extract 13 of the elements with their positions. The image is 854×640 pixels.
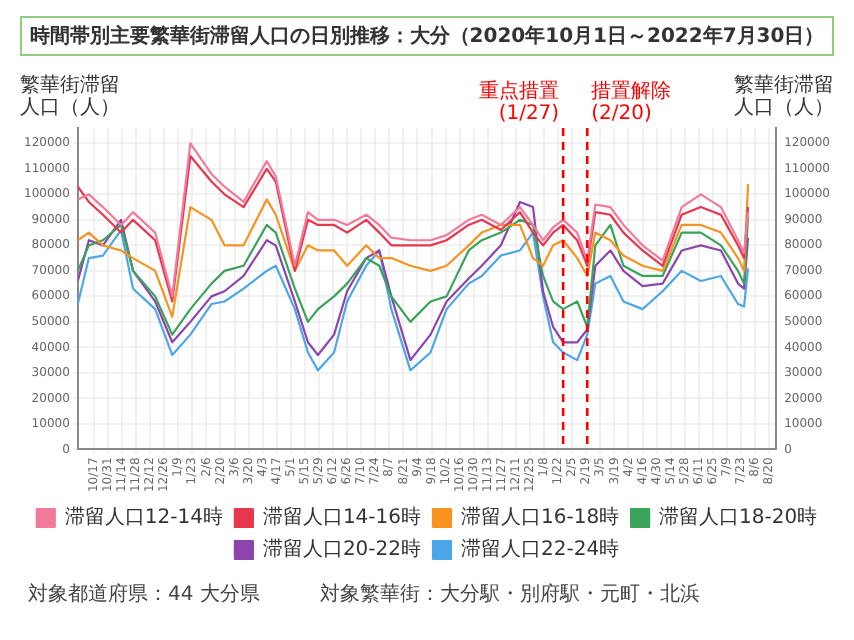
legend-label: 滞留人口12-14時 [64, 505, 223, 530]
ref-line-label: 重点措置 (1/27) [479, 79, 560, 126]
legend-label: 滞留人口16-18時 [461, 505, 620, 530]
ref-line-label: 措置解除 (2/20) [591, 79, 672, 126]
text: 対象都道府県：44 大分県 [28, 581, 260, 608]
chart-title: 時間帯別主要繁華街滞留人口の日別推移：大分（2020年10月1日～2022年7月30日） [20, 16, 834, 56]
legend-label: 滞留人口14-16時 [262, 505, 422, 530]
legend-label: 滞留人口22-24時 [461, 537, 620, 562]
legend-label: 滞留人口18-20時 [659, 505, 818, 530]
y-axis-title: 繁華街滞留人口（人） [20, 73, 120, 120]
text: 対象繁華街：大分駅・別府駅・元町・北浜 [319, 581, 700, 608]
y2-axis-title: 繁華街滞留人口（人） [734, 73, 834, 120]
legend-label: 滞留人口20-22時 [262, 537, 422, 562]
